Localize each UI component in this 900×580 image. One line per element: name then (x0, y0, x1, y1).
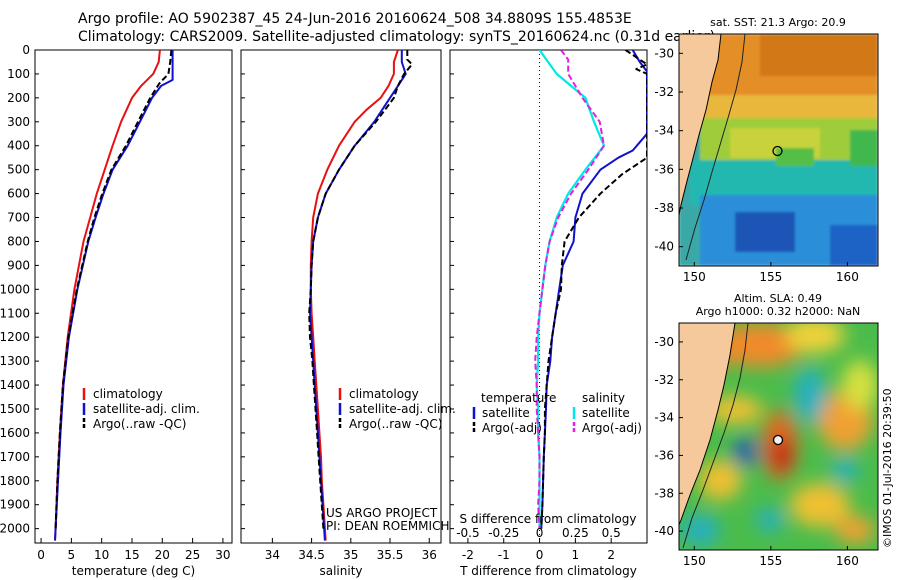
sla-lon-label: 150 (683, 554, 706, 568)
depth-tick-label: 200 (7, 91, 30, 105)
sla-lon-label: 160 (836, 554, 859, 568)
sla-lat-label: -40 (654, 524, 674, 538)
series-temperature-argo-adj (540, 50, 647, 529)
depth-tick-label: 1800 (0, 474, 30, 488)
project-annotation: US ARGO PROJECT (326, 506, 438, 520)
sla-lat-label: -30 (654, 335, 674, 349)
climatology-title: Climatology: CARS2009. Satellite-adjuste… (78, 29, 716, 45)
depth-tick-label: 1500 (0, 402, 30, 416)
x-tick-label: 34.5 (298, 548, 325, 562)
depth-tick-label: 500 (7, 163, 30, 177)
temperature-axis-label: temperature (deg C) (72, 564, 195, 578)
depth-tick-label: 2000 (0, 522, 30, 536)
profile-title: Argo profile: AO 5902387_45 24-Jun-2016 … (78, 11, 632, 27)
sla-lat-label: -34 (654, 411, 674, 425)
secondary-axis-label: S difference from climatology (460, 512, 637, 526)
legend-group-title: temperature (481, 391, 556, 405)
depth-tick-label: 400 (7, 139, 30, 153)
x-tick-label: 35.5 (377, 548, 404, 562)
sla-map-title: Altim. SLA: 0.49 (734, 292, 822, 305)
x-tick-label: -2 (462, 548, 474, 562)
x-tick-label: -1 (498, 548, 510, 562)
depth-tick-label: 700 (7, 211, 30, 225)
depth-tick-label: 800 (7, 234, 30, 248)
x-tick-label: 1 (572, 548, 580, 562)
legend-label: Argo(-adj) (482, 421, 542, 435)
series-salinity-argo-adj (534, 50, 605, 529)
depth-tick-label: 1700 (0, 450, 30, 464)
depth-tick-label: 900 (7, 258, 30, 272)
salinity-axis-label: salinity (319, 564, 362, 578)
temperature-panel (34, 49, 233, 544)
x-tick-label: 5 (68, 548, 76, 562)
sst-lon-label: 155 (759, 270, 782, 284)
difference-axis-label: T difference from climatology (459, 564, 637, 578)
depth-tick-label: 0 (22, 43, 30, 57)
series-satellite-adj-clim (54, 50, 174, 541)
sst-lon-label: 160 (836, 270, 859, 284)
difference-panel (449, 49, 648, 544)
x-tick-label: 0 (37, 548, 45, 562)
x-tick-label: 2 (607, 548, 615, 562)
legend-label: satellite-adj. clim. (349, 402, 456, 416)
sst-lat-label: -34 (654, 124, 674, 138)
sst-map (678, 33, 879, 267)
depth-tick-label: 1000 (0, 282, 30, 296)
project-annotation: PI: DEAN ROEMMICH (326, 519, 449, 533)
depth-tick-label: 100 (7, 67, 30, 81)
legend-label: climatology (349, 387, 419, 401)
legend-label: satellite (482, 406, 530, 420)
sst-lat-label: -32 (654, 85, 674, 99)
series-argo-raw-qc (54, 50, 173, 529)
legend-label: Argo(-adj) (582, 421, 642, 435)
x-tick-label: 34 (265, 548, 280, 562)
sst-lat-label: -40 (654, 240, 674, 254)
sla-lat-label: -36 (654, 448, 674, 462)
sst-lon-label: 150 (683, 270, 706, 284)
x-tick-label: 36 (422, 548, 437, 562)
secondary-tick-label: -0.5 (456, 526, 479, 540)
sla-map-title: Argo h1000: 0.32 h2000: NaN (696, 305, 861, 318)
x-tick-label: 10 (94, 548, 109, 562)
legend-label: Argo(..raw -QC) (349, 417, 442, 431)
depth-tick-label: 1900 (0, 498, 30, 512)
secondary-tick-label: 0.5 (602, 526, 621, 540)
secondary-tick-label: -0.25 (488, 526, 519, 540)
depth-tick-label: 600 (7, 187, 30, 201)
x-tick-label: 35 (343, 548, 358, 562)
sla-map (678, 322, 879, 551)
sla-lat-label: -38 (654, 486, 674, 500)
depth-tick-label: 1400 (0, 378, 30, 392)
depth-tick-label: 1300 (0, 354, 30, 368)
legend-label: climatology (93, 387, 163, 401)
x-tick-label: 15 (124, 548, 139, 562)
secondary-tick-label: 0.25 (562, 526, 589, 540)
legend-label: satellite (582, 406, 630, 420)
x-tick-label: 0 (536, 548, 544, 562)
sst-map-title: sat. SST: 21.3 Argo: 20.9 (710, 16, 846, 29)
x-tick-label: 30 (215, 548, 230, 562)
depth-tick-label: 1200 (0, 330, 30, 344)
sla-lon-label: 155 (759, 554, 782, 568)
series-argo-raw-qc (308, 50, 413, 529)
sst-lat-label: -38 (654, 201, 674, 215)
argo-float-marker-sla (772, 434, 784, 446)
depth-tick-label: 1600 (0, 426, 30, 440)
legend-group-title: salinity (582, 391, 625, 405)
legend-label: satellite-adj. clim. (93, 402, 200, 416)
x-tick-label: 20 (155, 548, 170, 562)
series-temperature-satellite (540, 50, 647, 529)
sla-lat-label: -32 (654, 373, 674, 387)
sst-lat-label: -30 (654, 46, 674, 60)
depth-tick-label: 1100 (0, 306, 30, 320)
salinity-panel (240, 49, 442, 544)
x-tick-label: 25 (185, 548, 200, 562)
sst-lat-label: -36 (654, 162, 674, 176)
depth-tick-label: 300 (7, 115, 30, 129)
imos-timestamp: ©IMOS 01-Jul-2016 20:39:50 (881, 388, 894, 548)
secondary-tick-label: 0 (536, 526, 544, 540)
legend-label: Argo(..raw -QC) (93, 417, 186, 431)
argo-float-marker (772, 145, 783, 157)
